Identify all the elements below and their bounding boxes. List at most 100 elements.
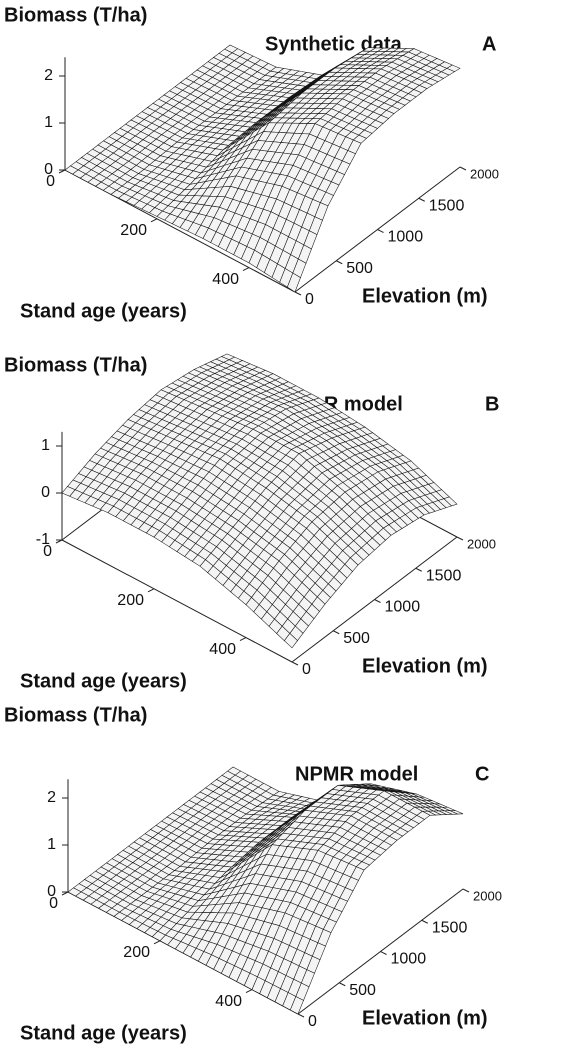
surface-cell [271, 810, 352, 851]
surface-cell [127, 389, 208, 440]
surface-cell [278, 521, 359, 605]
surface-cell [337, 783, 418, 795]
y-tick-label: 1500 [426, 567, 462, 584]
surface-cell [61, 453, 142, 514]
surface-cell [225, 810, 306, 873]
x-axis-label: Stand age (years) [20, 1022, 187, 1044]
x-tick-label: 400 [215, 993, 242, 1010]
y-tick [339, 982, 346, 987]
surface-cell [113, 891, 194, 942]
z-tick-label: 1 [44, 114, 53, 131]
surface-cell [192, 843, 273, 907]
surface-cell [251, 912, 332, 1015]
y-tick [333, 630, 340, 635]
surface-cell [383, 790, 464, 816]
surface-cell [281, 123, 362, 207]
y-axis-label: Elevation (m) [362, 1007, 488, 1029]
z-tick-label: 1 [47, 836, 56, 853]
z-tick-label: 1 [41, 437, 50, 454]
surface-cell [350, 790, 431, 841]
y-tick [418, 197, 425, 202]
z-tick-label: 0 [47, 883, 56, 900]
surface-cell [196, 44, 277, 93]
y-tick [377, 229, 384, 233]
surface-cell [304, 785, 385, 817]
y-tick [456, 536, 464, 541]
x-tick [150, 218, 158, 223]
z-tick-label: 0 [41, 484, 50, 501]
x-tick [147, 588, 155, 593]
x-tick [153, 940, 161, 945]
x-tick [242, 267, 250, 272]
x-axis-label: Stand age (years) [20, 300, 187, 322]
surface-cell [334, 47, 415, 70]
panel-letter: A [482, 33, 496, 55]
surface-cell [248, 185, 329, 293]
surface-cell [344, 471, 425, 536]
surface-cell [143, 141, 224, 185]
x-tick-label: 200 [123, 944, 150, 961]
surface-cell [202, 175, 283, 264]
y-tick-label: 0 [302, 661, 311, 678]
surface-cell [252, 408, 333, 454]
z-axis-label: Biomass (T/ha) [4, 4, 147, 26]
y-tick-label: 2000 [470, 166, 499, 181]
surface-cell [153, 497, 234, 567]
surface-cell [347, 68, 428, 114]
surface-cell [285, 397, 366, 439]
surface-cell [219, 428, 300, 489]
x-axis-label: Stand age (years) [20, 670, 187, 692]
y-axis-label: Elevation (m) [362, 655, 488, 677]
surface-cell [140, 438, 221, 499]
y-tick-label: 0 [308, 1013, 317, 1030]
x-tick-label: 200 [120, 222, 147, 239]
y-tick-label: 2000 [473, 888, 502, 903]
surface-cell [377, 460, 458, 516]
y-tick [336, 260, 343, 265]
surface-cell [301, 67, 382, 95]
z-tick-label: 0 [44, 161, 53, 178]
surface-cell [64, 144, 145, 195]
y-tick [462, 888, 470, 893]
z-tick-label: -1 [36, 531, 50, 548]
y-tick [291, 661, 299, 666]
surface-cell [209, 91, 290, 123]
panel-title: NPMR model [295, 763, 418, 785]
surface-cell [298, 437, 379, 493]
y-tick [421, 919, 428, 924]
y-tick [459, 166, 467, 171]
surface-cell [160, 369, 241, 410]
y-axis-label: Elevation (m) [362, 285, 488, 307]
surface-cell [212, 813, 293, 843]
y-tick [294, 291, 302, 296]
surface-panel: Biomass (T/ha) NPMR model C Stand age (year… [4, 704, 502, 1044]
z-axis-label: Biomass (T/ha) [4, 354, 147, 376]
surface-facet [289, 996, 304, 1015]
surface-cell [110, 169, 191, 217]
y-tick-label: 500 [343, 630, 370, 647]
y-tick-label: 500 [349, 982, 376, 999]
z-axis-label: Biomass (T/ha) [4, 704, 147, 726]
panel-letter: C [475, 763, 489, 785]
surface-cell [67, 866, 148, 917]
surface-cell [107, 473, 188, 538]
x-tick-label: 400 [212, 271, 239, 288]
surface-facet [283, 632, 298, 649]
y-tick [380, 951, 387, 955]
surface-cell [130, 94, 211, 143]
surface-cell [245, 560, 326, 649]
surface-cell [380, 48, 461, 89]
y-tick-label: 1500 [429, 197, 465, 214]
surface-cell [159, 902, 240, 966]
x-tick-label: 200 [117, 592, 144, 609]
surface-cell [232, 487, 313, 562]
surface-cell [222, 92, 303, 151]
panel-letter: B [485, 393, 499, 415]
surface-cell [268, 92, 349, 124]
surface-cell [193, 353, 274, 390]
surface-cell [166, 791, 247, 840]
surface-cell [199, 766, 280, 815]
x-tick-label: 0 [43, 543, 52, 560]
